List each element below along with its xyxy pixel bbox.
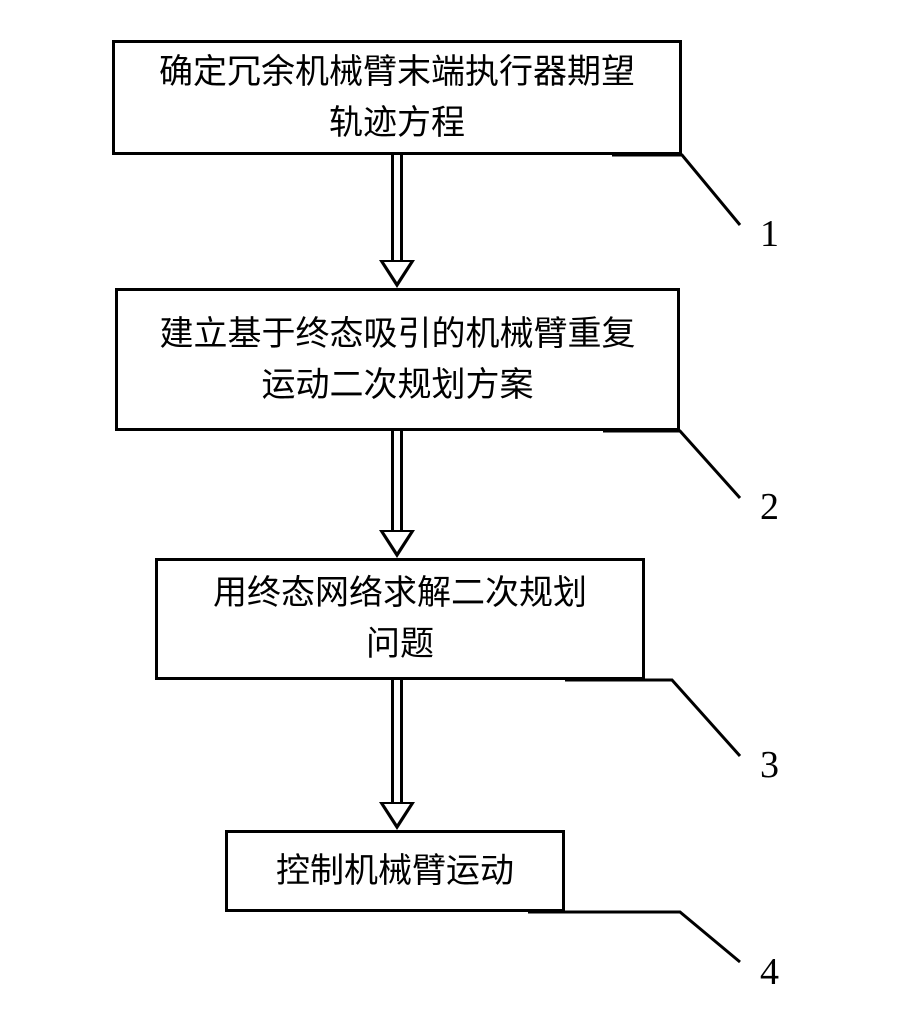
box-1-text: 确定冗余机械臂末端执行器期望 轨迹方程 <box>159 47 635 149</box>
box-2-line1: 建立基于终态吸引的机械臂重复 <box>160 316 636 353</box>
box-1-line2: 轨迹方程 <box>329 105 465 142</box>
box-3-line2: 问题 <box>366 626 434 663</box>
box-3-text: 用终态网络求解二次规划 问题 <box>213 568 587 670</box>
label-3-text: 3 <box>760 744 779 786</box>
box-4-line1: 控制机械臂运动 <box>276 853 514 890</box>
flowchart-box-1: 确定冗余机械臂末端执行器期望 轨迹方程 <box>112 40 682 155</box>
label-2: 2 <box>760 485 779 529</box>
box-1-line1: 确定冗余机械臂末端执行器期望 <box>159 54 635 91</box>
label-4: 4 <box>760 950 779 994</box>
label-3: 3 <box>760 743 779 787</box>
label-4-text: 4 <box>760 951 779 993</box>
label-1: 1 <box>760 212 779 256</box>
box-2-line2: 运动二次规划方案 <box>262 367 534 404</box>
label-2-text: 2 <box>760 486 779 528</box>
flowchart-box-2: 建立基于终态吸引的机械臂重复 运动二次规划方案 <box>115 288 680 431</box>
box-4-text: 控制机械臂运动 <box>276 846 514 897</box>
flowchart-box-4: 控制机械臂运动 <box>225 830 565 912</box>
flowchart-box-3: 用终态网络求解二次规划 问题 <box>155 558 645 680</box>
label-1-text: 1 <box>760 213 779 255</box>
box-3-line1: 用终态网络求解二次规划 <box>213 575 587 612</box>
box-2-text: 建立基于终态吸引的机械臂重复 运动二次规划方案 <box>160 309 636 411</box>
flowchart-container: 确定冗余机械臂末端执行器期望 轨迹方程 1 建立基于终态吸引的机械臂重复 运动二… <box>0 0 918 1018</box>
